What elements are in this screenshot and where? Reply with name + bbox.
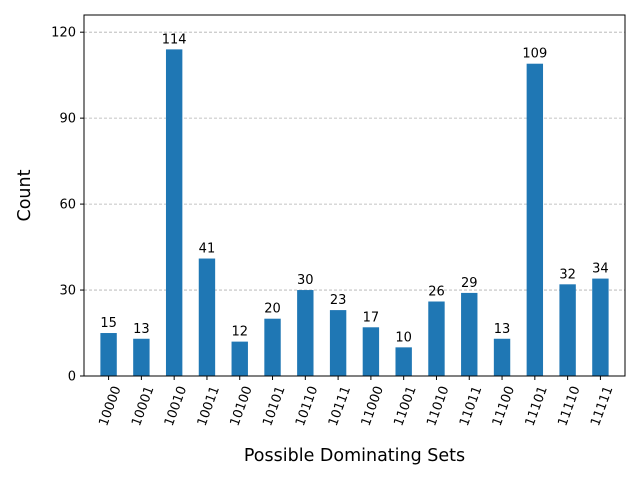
bar-value-label: 17 bbox=[363, 310, 380, 325]
x-tick-label: 10001 bbox=[129, 384, 157, 428]
bar-value-label: 26 bbox=[428, 285, 445, 300]
bar-value-label: 34 bbox=[592, 262, 609, 277]
bar-value-label: 41 bbox=[199, 242, 216, 257]
x-tick-label: 10011 bbox=[195, 384, 223, 428]
x-tick-label: 11011 bbox=[457, 384, 485, 428]
x-tick-label: 10101 bbox=[260, 384, 288, 428]
x-axis-ticks: 10000 10001 10010 10011 10100 10101 10110 10111… bbox=[96, 376, 616, 428]
bar bbox=[592, 278, 609, 376]
bar bbox=[493, 338, 511, 376]
x-tick-label: 10010 bbox=[162, 384, 190, 428]
bar bbox=[395, 347, 412, 376]
bar-value-label: 20 bbox=[264, 302, 281, 317]
bar bbox=[165, 49, 183, 376]
bar bbox=[231, 341, 248, 376]
x-axis-title: Possible Dominating Sets bbox=[244, 446, 465, 466]
x-tick-label: 11100 bbox=[490, 384, 518, 428]
x-tick-label: 11110 bbox=[555, 384, 583, 428]
x-tick-label: 10110 bbox=[293, 384, 321, 428]
bar bbox=[198, 258, 216, 376]
bar-value-label: 15 bbox=[100, 316, 117, 331]
bar bbox=[559, 284, 576, 376]
bar-value-label: 114 bbox=[162, 32, 187, 47]
bar-value-label: 10 bbox=[395, 330, 412, 345]
bar bbox=[297, 290, 314, 376]
bar-value-label: 109 bbox=[522, 47, 547, 62]
bar-value-label: 30 bbox=[297, 273, 314, 288]
bar bbox=[526, 63, 544, 376]
bar bbox=[133, 338, 150, 376]
bar-value-labels: 15 13 114 41 12 20 30 23 17 10 26 29 13 109 32 34 bbox=[100, 32, 608, 345]
bar bbox=[428, 301, 445, 376]
bar-value-label: 13 bbox=[133, 322, 150, 337]
bar-value-label: 32 bbox=[559, 267, 576, 282]
bar-value-label: 12 bbox=[231, 325, 248, 340]
x-tick-label: 11101 bbox=[523, 384, 551, 428]
bar bbox=[362, 327, 380, 376]
y-axis-title: Count bbox=[15, 169, 35, 221]
y-tick-label: 0 bbox=[68, 370, 76, 385]
x-tick-label: 10000 bbox=[96, 384, 124, 428]
x-tick-label: 10111 bbox=[326, 384, 354, 428]
bars bbox=[100, 49, 609, 376]
bar bbox=[100, 333, 117, 376]
bar bbox=[329, 310, 347, 376]
bar bbox=[264, 318, 281, 376]
bar-value-label: 13 bbox=[494, 322, 511, 337]
y-tick-label: 60 bbox=[59, 198, 76, 213]
y-tick-label: 30 bbox=[59, 284, 76, 299]
y-tick-label: 120 bbox=[51, 26, 76, 41]
x-tick-label: 11010 bbox=[424, 384, 452, 428]
plot-frame bbox=[83, 14, 626, 377]
y-axis-ticks: 0 30 60 90 120 bbox=[51, 26, 84, 385]
x-tick-label: 10100 bbox=[228, 384, 256, 428]
x-tick-label: 11000 bbox=[359, 384, 387, 428]
bar-value-label: 29 bbox=[461, 276, 478, 291]
bar bbox=[461, 292, 478, 376]
x-tick-label: 11001 bbox=[391, 384, 419, 428]
grid-lines bbox=[84, 31, 625, 291]
y-tick-label: 90 bbox=[59, 112, 76, 127]
x-tick-label: 11111 bbox=[588, 384, 616, 428]
bar-value-label: 23 bbox=[330, 293, 347, 308]
